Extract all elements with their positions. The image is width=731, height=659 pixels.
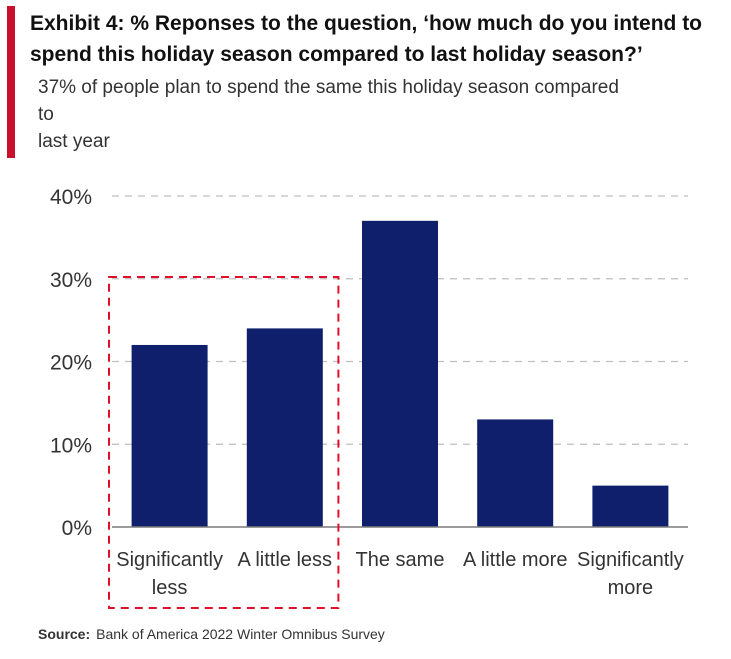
chart-title: Exhibit 4: % Reponses to the question, ‘…: [30, 12, 703, 66]
x-tick-label: A little more: [463, 549, 567, 571]
source-note: Source: Bank of America 2022 Winter Omnib…: [38, 626, 385, 642]
bar: [592, 485, 669, 527]
bar: [477, 419, 554, 527]
x-tick-label: The same: [356, 549, 445, 571]
x-tick-label: A little less: [238, 549, 332, 571]
bar: [246, 328, 323, 527]
highlight-box: [108, 276, 340, 609]
x-tick-label: less: [152, 577, 188, 599]
subtitle-line-3: last year: [38, 131, 110, 152]
y-tick-label: 10%: [50, 434, 92, 457]
y-tick-label: 30%: [50, 269, 92, 292]
subtitle-line-2: to: [38, 104, 54, 125]
bar: [362, 220, 438, 527]
y-tick-label: 0%: [62, 517, 92, 540]
x-tick-label: more: [608, 577, 654, 599]
y-tick-label: 20%: [50, 352, 92, 375]
x-tick-label: Significantly: [116, 549, 223, 571]
x-tick-label: Significantly: [577, 549, 684, 571]
y-tick-label: 40%: [50, 186, 92, 209]
source-text: Bank of America 2022 Winter Omnibus Surv…: [96, 626, 385, 642]
bar: [131, 344, 208, 527]
subtitle-line-1: 37% of people plan to spend the same thi…: [38, 77, 619, 98]
source-label: Source:: [38, 626, 91, 642]
chart-subtitle: 37% of people plan to spend the same thi…: [38, 74, 698, 155]
accent-bar: [7, 6, 15, 158]
